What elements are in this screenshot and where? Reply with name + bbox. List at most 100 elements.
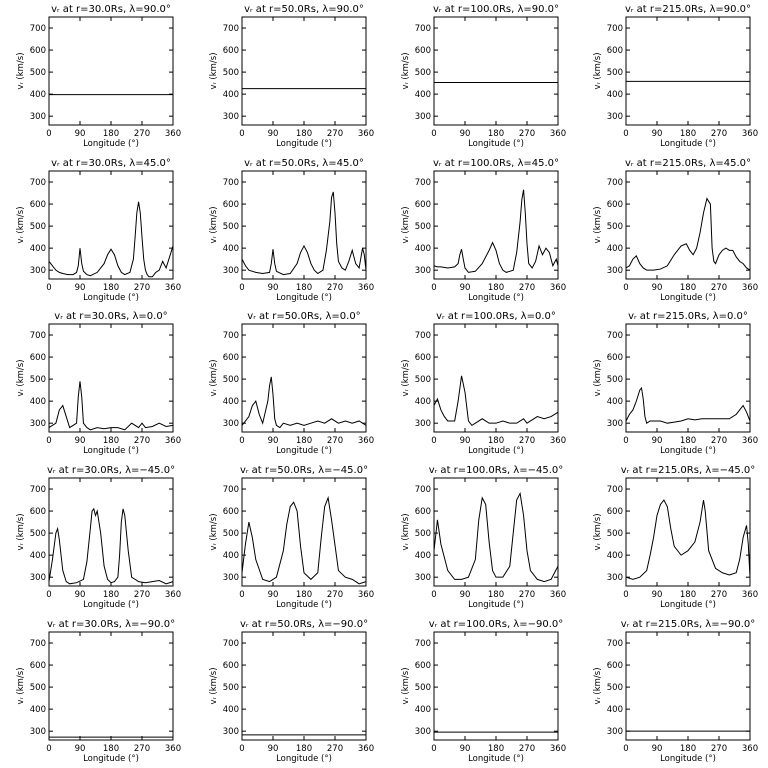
panel-20: vᵣ at r=215.0Rs, λ=−90.0° 0 90 180 270 360 300… bbox=[593, 619, 758, 764]
x-tick-label: 360 bbox=[550, 283, 566, 293]
x-tick-label: 270 bbox=[327, 744, 343, 754]
series-line bbox=[433, 375, 559, 427]
x-tick-label: 90 bbox=[652, 283, 663, 293]
y-axis-label: vᵣ (km/s) bbox=[401, 667, 411, 704]
x-tick-label: 360 bbox=[358, 436, 374, 446]
y-tick-label: 400 bbox=[607, 551, 623, 561]
panel-title: vᵣ at r=215.0Rs, λ=−45.0° bbox=[621, 465, 756, 476]
y-tick-label: 600 bbox=[30, 200, 46, 210]
y-tick-label: 500 bbox=[607, 529, 623, 539]
y-tick-label: 500 bbox=[30, 375, 46, 385]
panel-6: vᵣ at r=50.0Rs, λ=45.0° 0 90 180 270 360 300 40… bbox=[209, 158, 374, 303]
panel-title: vᵣ at r=30.0Rs, λ=−90.0° bbox=[47, 619, 175, 630]
y-tick-label: 300 bbox=[30, 112, 46, 122]
x-tick-label: 270 bbox=[519, 744, 535, 754]
y-tick-label: 500 bbox=[30, 222, 46, 232]
plot-frame bbox=[433, 631, 559, 741]
x-axis-label: Longitude (°) bbox=[660, 754, 716, 764]
x-axis-label: Longitude (°) bbox=[468, 754, 524, 764]
y-tick-label: 500 bbox=[223, 375, 239, 385]
x-axis-label: Longitude (°) bbox=[276, 754, 332, 764]
y-tick-label: 300 bbox=[30, 419, 46, 429]
x-tick-label: 270 bbox=[134, 129, 150, 139]
x-tick-label: 360 bbox=[742, 129, 758, 139]
y-tick-label: 600 bbox=[223, 353, 239, 363]
x-tick-label: 360 bbox=[550, 436, 566, 446]
x-tick-label: 180 bbox=[296, 436, 312, 446]
panel-10: vᵣ at r=50.0Rs, λ=0.0° 0 90 180 270 360 300 400… bbox=[209, 311, 374, 456]
panel-19: vᵣ at r=100.0Rs, λ=−90.0° 0 90 180 270 360 300… bbox=[401, 619, 566, 764]
y-axis-label: vᵣ (km/s) bbox=[16, 359, 26, 396]
x-tick-label: 360 bbox=[358, 283, 374, 293]
panel-15: vᵣ at r=100.0Rs, λ=−45.0° 0 90 180 270 360 300… bbox=[401, 465, 566, 610]
y-axis-label: vᵣ (km/s) bbox=[209, 206, 219, 243]
y-tick-label: 600 bbox=[415, 507, 431, 517]
panel-title: vᵣ at r=215.0Rs, λ=90.0° bbox=[625, 4, 751, 15]
series-line bbox=[625, 499, 751, 580]
x-tick-label: 90 bbox=[75, 129, 86, 139]
panel-title: vᵣ at r=100.0Rs, λ=90.0° bbox=[433, 4, 559, 15]
y-tick-label: 600 bbox=[415, 661, 431, 671]
x-axis-label: Longitude (°) bbox=[276, 293, 332, 303]
y-axis-label: vᵣ (km/s) bbox=[209, 667, 219, 704]
panel-1: vᵣ at r=30.0Rs, λ=90.0° 0 90 180 270 360 300 40… bbox=[16, 4, 181, 149]
x-tick-label: 270 bbox=[327, 283, 343, 293]
panel-title: vᵣ at r=50.0Rs, λ=90.0° bbox=[244, 4, 364, 15]
y-tick-label: 500 bbox=[607, 68, 623, 78]
x-tick-label: 90 bbox=[268, 129, 279, 139]
panel-title: vᵣ at r=215.0Rs, λ=−90.0° bbox=[621, 619, 756, 630]
x-tick-label: 0 bbox=[239, 436, 244, 446]
x-tick-label: 270 bbox=[711, 590, 727, 600]
y-tick-label: 500 bbox=[415, 222, 431, 232]
y-tick-label: 700 bbox=[607, 331, 623, 341]
x-tick-label: 270 bbox=[134, 744, 150, 754]
y-tick-label: 300 bbox=[607, 727, 623, 737]
x-tick-label: 180 bbox=[488, 744, 504, 754]
y-tick-label: 400 bbox=[415, 551, 431, 561]
y-tick-label: 500 bbox=[223, 68, 239, 78]
x-tick-label: 0 bbox=[431, 590, 436, 600]
y-tick-label: 500 bbox=[607, 222, 623, 232]
x-tick-label: 0 bbox=[46, 436, 51, 446]
x-tick-label: 90 bbox=[268, 590, 279, 600]
x-tick-label: 90 bbox=[268, 744, 279, 754]
y-tick-label: 400 bbox=[30, 244, 46, 254]
x-tick-label: 180 bbox=[296, 129, 312, 139]
y-tick-label: 700 bbox=[30, 639, 46, 649]
x-tick-label: 90 bbox=[75, 436, 86, 446]
y-tick-label: 500 bbox=[30, 529, 46, 539]
series-line bbox=[241, 376, 367, 429]
y-tick-label: 700 bbox=[223, 24, 239, 34]
x-tick-label: 360 bbox=[742, 744, 758, 754]
y-tick-label: 500 bbox=[415, 375, 431, 385]
x-axis-label: Longitude (°) bbox=[660, 293, 716, 303]
panel-2: vᵣ at r=50.0Rs, λ=90.0° 0 90 180 270 360 300 40… bbox=[209, 4, 374, 149]
y-axis-label: vᵣ (km/s) bbox=[401, 206, 411, 243]
panel-7: vᵣ at r=100.0Rs, λ=45.0° 0 90 180 270 360 300 4… bbox=[401, 158, 566, 303]
y-tick-label: 400 bbox=[223, 551, 239, 561]
y-tick-label: 300 bbox=[607, 266, 623, 276]
x-tick-label: 180 bbox=[103, 744, 119, 754]
y-tick-label: 500 bbox=[415, 683, 431, 693]
plot-frame bbox=[625, 170, 751, 280]
y-axis-label: vᵣ (km/s) bbox=[593, 513, 603, 550]
x-tick-label: 270 bbox=[711, 283, 727, 293]
x-axis-label: Longitude (°) bbox=[660, 139, 716, 149]
x-tick-label: 90 bbox=[652, 436, 663, 446]
panel-title: vᵣ at r=215.0Rs, λ=45.0° bbox=[625, 158, 751, 169]
x-tick-label: 270 bbox=[519, 283, 535, 293]
panel-17: vᵣ at r=30.0Rs, λ=−90.0° 0 90 180 270 360 300 4… bbox=[16, 619, 181, 764]
panel-title: vᵣ at r=30.0Rs, λ=0.0° bbox=[54, 311, 167, 322]
panel-title: vᵣ at r=50.0Rs, λ=0.0° bbox=[247, 311, 360, 322]
y-tick-label: 400 bbox=[415, 244, 431, 254]
y-tick-label: 700 bbox=[415, 331, 431, 341]
y-tick-label: 500 bbox=[30, 68, 46, 78]
x-tick-label: 0 bbox=[623, 129, 628, 139]
y-axis-label: vᵣ (km/s) bbox=[401, 359, 411, 396]
x-tick-label: 0 bbox=[431, 129, 436, 139]
y-tick-label: 300 bbox=[30, 727, 46, 737]
x-tick-label: 90 bbox=[268, 436, 279, 446]
x-tick-label: 90 bbox=[460, 129, 471, 139]
y-tick-label: 500 bbox=[223, 222, 239, 232]
y-axis-label: vᵣ (km/s) bbox=[209, 359, 219, 396]
